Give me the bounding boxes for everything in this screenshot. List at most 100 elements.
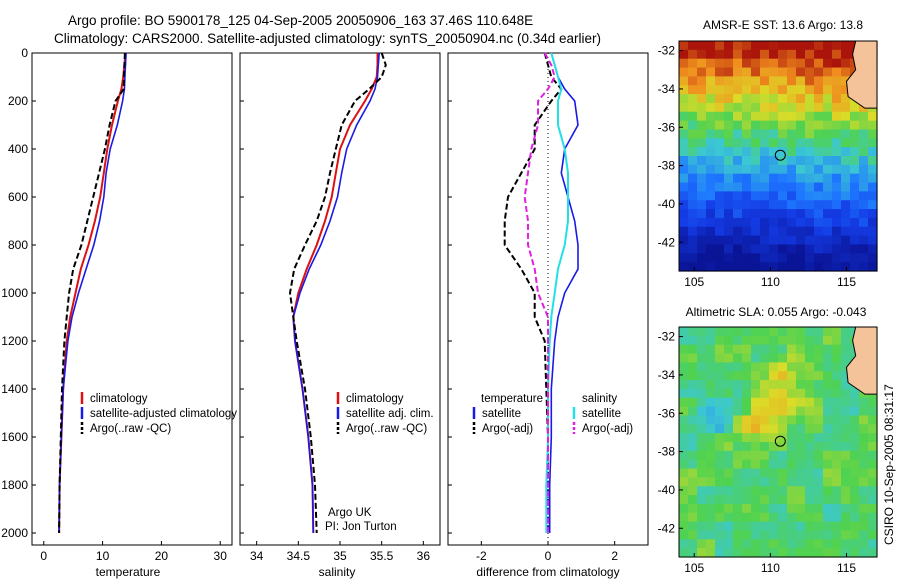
map-cell: [688, 147, 698, 157]
map-cell: [724, 486, 734, 496]
map-cell: [733, 406, 743, 417]
map-cell: [706, 327, 716, 337]
map-cell: [724, 477, 734, 487]
map-cell: [787, 539, 797, 549]
map-cell: [814, 548, 824, 558]
map-cell: [706, 262, 716, 272]
map-cell: [733, 344, 743, 355]
map-cell: [796, 353, 806, 363]
map-cell: [823, 120, 833, 131]
map-cell: [850, 200, 860, 210]
map-cell: [796, 450, 806, 461]
map-cell: [787, 530, 797, 540]
map-cell: [724, 182, 734, 192]
map-cell: [859, 459, 869, 470]
map-cell: [724, 191, 734, 201]
map-cell: [859, 129, 869, 139]
map-cell: [724, 397, 734, 408]
map-cell: [751, 191, 761, 201]
map-cell: [724, 147, 734, 157]
map-cell: [715, 424, 725, 434]
map-cell: [688, 539, 698, 549]
map-cell: [805, 235, 815, 246]
map-cell: [679, 397, 689, 408]
map-cell: [832, 548, 842, 558]
map-cell: [724, 164, 734, 175]
map-cell: [841, 217, 851, 228]
map-cell: [706, 503, 716, 514]
map-cell: [769, 380, 779, 390]
map-cell: [697, 41, 707, 51]
map-cell: [742, 138, 752, 148]
map-cell: [760, 173, 770, 184]
map-cell: [697, 217, 707, 228]
map-cell: [769, 442, 779, 452]
map-cell: [814, 512, 824, 523]
map-cell: [814, 468, 824, 478]
map-cell: [724, 548, 734, 558]
map-cell: [805, 335, 815, 346]
map-cell: [769, 521, 779, 532]
map-cell: [850, 111, 860, 122]
map-cell: [823, 147, 833, 157]
map-cell: [751, 371, 761, 381]
map-cell: [715, 468, 725, 478]
map-cell: [724, 156, 734, 166]
map-cell: [823, 380, 833, 390]
map-cell: [778, 102, 788, 113]
map-cell: [823, 200, 833, 210]
sla-float-marker: [774, 435, 786, 447]
map-cell: [679, 380, 689, 390]
map-cell: [751, 41, 761, 51]
map-cell: [679, 209, 689, 219]
map-cell: [688, 521, 698, 532]
map-cell: [724, 41, 734, 51]
map-cell: [697, 388, 707, 399]
map-cell: [769, 147, 779, 157]
depth-tick-label: 2000: [1, 526, 28, 540]
map-cell: [769, 209, 779, 219]
series-line-2: [292, 52, 380, 534]
legend-sal-argo: Argo(..raw -QC): [346, 423, 427, 435]
map-cell: [697, 147, 707, 157]
map-cell: [715, 49, 725, 60]
map-cell: [841, 539, 851, 549]
map-cell: [850, 156, 860, 166]
map-cell: [769, 111, 779, 122]
map-cell: [724, 76, 734, 86]
map-cell: [751, 388, 761, 399]
map-cell: [778, 156, 788, 166]
map-cell: [706, 477, 716, 487]
map-cell: [778, 226, 788, 237]
map-cell: [733, 262, 743, 272]
map-cell: [787, 344, 797, 355]
map-cell: [706, 120, 716, 131]
map-cell: [787, 459, 797, 470]
map-cell: [742, 477, 752, 487]
map-cell: [787, 226, 797, 237]
depth-tick-label: 800: [8, 238, 28, 252]
map-cell: [760, 102, 770, 113]
map-cell: [814, 76, 824, 86]
map-cell: [697, 191, 707, 201]
map-cell: [859, 530, 869, 540]
map-cell: [814, 94, 824, 104]
map-cell: [787, 512, 797, 523]
map-cell: [868, 442, 878, 452]
map-cell: [814, 102, 824, 113]
map-cell: [688, 120, 698, 131]
map-cell: [706, 253, 716, 263]
map-cell: [841, 94, 851, 104]
map-cell: [769, 468, 779, 478]
map-cell: [697, 344, 707, 355]
map-cell: [823, 433, 833, 443]
map-cell: [733, 235, 743, 246]
map-cell: [706, 173, 716, 184]
map-cell: [850, 253, 860, 263]
map-cell: [733, 94, 743, 104]
map-cell: [724, 353, 734, 363]
map-cell: [715, 235, 725, 246]
map-cell: [751, 424, 761, 434]
map-cell: [688, 397, 698, 408]
depth-tick-label: 1600: [1, 430, 28, 444]
